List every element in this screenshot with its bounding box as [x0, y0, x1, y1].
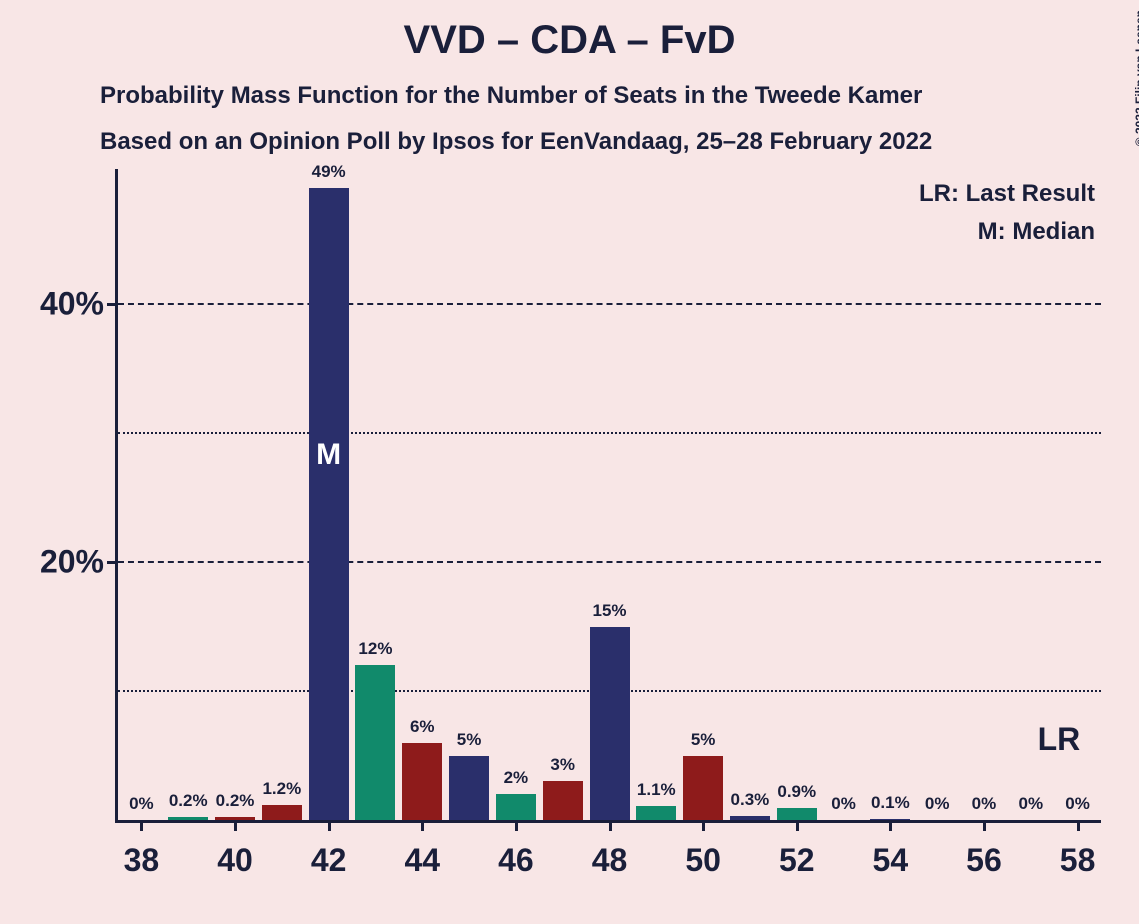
bar: [496, 794, 536, 820]
bar-value-label: 1.1%: [637, 780, 676, 800]
bar: [543, 781, 583, 820]
bar-value-label: 2%: [504, 768, 529, 788]
bar: [215, 817, 255, 820]
bar-value-label: 0%: [831, 794, 856, 814]
bar: [636, 806, 676, 820]
bar: [262, 805, 302, 820]
bar-value-label: 1.2%: [262, 779, 301, 799]
lr-marker: LR: [1038, 721, 1081, 758]
x-tick-label: 46: [498, 820, 534, 879]
bar-value-label: 0%: [925, 794, 950, 814]
bar-value-label: 6%: [410, 717, 435, 737]
y-axis: [115, 169, 118, 820]
bar-value-label: 0.9%: [777, 782, 816, 802]
bar: [590, 627, 630, 821]
bar-value-label: 0.2%: [216, 791, 255, 811]
bar: [730, 816, 770, 820]
bar-value-label: 3%: [550, 755, 575, 775]
x-tick-label: 38: [124, 820, 160, 879]
x-tick-label: 56: [966, 820, 1002, 879]
chart-plot-area: 20%40%38404244464850525456580%0.2%0.2%1.…: [118, 175, 1101, 820]
bar-value-label: 0.3%: [731, 790, 770, 810]
bar-value-label: 0.1%: [871, 793, 910, 813]
bar: [449, 756, 489, 821]
bar: [402, 743, 442, 820]
bar-value-label: 0.2%: [169, 791, 208, 811]
bar: [355, 665, 395, 820]
x-tick-label: 52: [779, 820, 815, 879]
bar: [309, 188, 349, 820]
median-marker: M: [316, 438, 341, 472]
bar-value-label: 5%: [691, 730, 716, 750]
y-tick-label: 40%: [40, 286, 118, 323]
x-tick-label: 40: [217, 820, 253, 879]
bar-value-label: 5%: [457, 730, 482, 750]
bar-value-label: 15%: [592, 601, 626, 621]
x-tick-label: 54: [873, 820, 909, 879]
x-tick-label: 48: [592, 820, 628, 879]
bar: [683, 756, 723, 821]
bar-value-label: 0%: [1018, 794, 1043, 814]
bar: [777, 808, 817, 820]
bar-value-label: 0%: [1065, 794, 1090, 814]
grid-minor: [118, 432, 1101, 434]
x-tick-label: 42: [311, 820, 347, 879]
bar-value-label: 0%: [129, 794, 154, 814]
x-tick-label: 58: [1060, 820, 1096, 879]
x-tick-label: 44: [404, 820, 440, 879]
grid-major: [118, 303, 1101, 305]
x-tick-label: 50: [685, 820, 721, 879]
bar-value-label: 12%: [358, 639, 392, 659]
bar-value-label: 0%: [972, 794, 997, 814]
bar: [168, 817, 208, 820]
copyright-text: © 2022 Filip van Laenen: [1133, 10, 1139, 146]
y-tick-label: 20%: [40, 544, 118, 581]
chart-title: VVD – CDA – FvD: [0, 18, 1139, 63]
bar-value-label: 49%: [312, 162, 346, 182]
grid-major: [118, 561, 1101, 563]
chart-subtitle-2: Based on an Opinion Poll by Ipsos for Ee…: [100, 128, 932, 156]
bar: [870, 819, 910, 820]
chart-subtitle-1: Probability Mass Function for the Number…: [100, 82, 922, 110]
